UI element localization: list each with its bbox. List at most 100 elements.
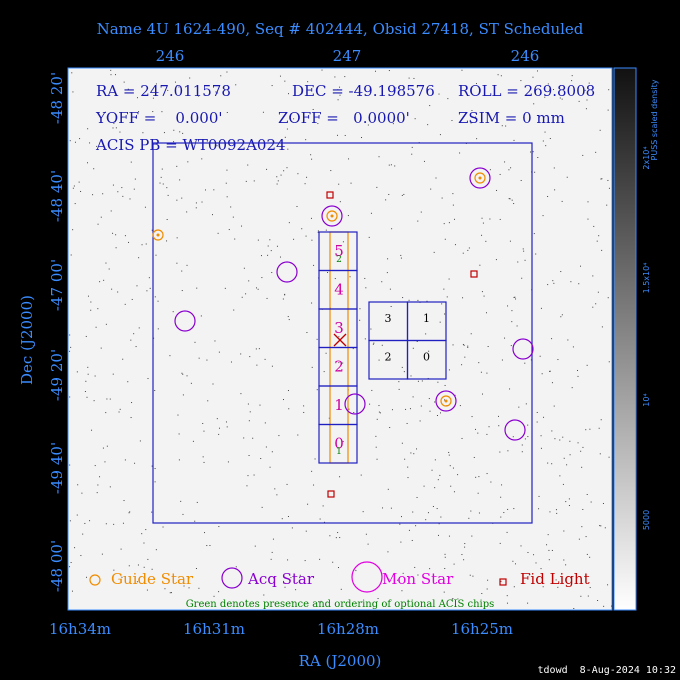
noise-dot (79, 138, 81, 140)
noise-dot (375, 70, 377, 72)
noise-dot (452, 193, 454, 195)
noise-dot (279, 256, 281, 258)
noise-dot (389, 358, 391, 360)
noise-dot (436, 414, 438, 416)
noise-dot (589, 587, 591, 589)
info-yoff: YOFF = 0.000' (95, 109, 223, 127)
noise-dot (560, 316, 562, 318)
noise-dot (274, 488, 276, 490)
noise-dot (70, 254, 72, 256)
noise-dot (233, 309, 235, 311)
noise-dot (317, 231, 319, 233)
noise-dot (503, 512, 505, 514)
noise-dot (452, 598, 454, 600)
noise-dot (87, 295, 89, 297)
acq-star (174, 310, 196, 332)
noise-dot (147, 558, 149, 560)
noise-dot (570, 281, 572, 283)
noise-dot (559, 475, 561, 477)
legend-mon-icon (351, 561, 383, 593)
noise-dot (283, 170, 285, 172)
fid-light (326, 191, 334, 199)
noise-dot (578, 100, 580, 102)
noise-dot (596, 240, 598, 242)
noise-dot (186, 375, 188, 377)
noise-dot (514, 563, 516, 565)
noise-dot (261, 506, 263, 508)
noise-dot (69, 350, 71, 352)
noise-dot (438, 93, 440, 95)
noise-dot (412, 396, 414, 398)
noise-dot (482, 222, 484, 224)
noise-dot (84, 391, 86, 393)
noise-dot (151, 229, 153, 231)
noise-dot (501, 359, 503, 361)
noise-dot (568, 498, 570, 500)
noise-dot (342, 362, 344, 364)
noise-dot (549, 511, 551, 513)
noise-dot (448, 222, 450, 224)
left-tick: -48 20' (48, 72, 66, 124)
noise-dot (288, 408, 290, 410)
noise-dot (459, 152, 461, 154)
noise-dot (182, 513, 184, 515)
noise-dot (159, 182, 161, 184)
noise-dot (448, 369, 450, 371)
noise-dot (93, 168, 95, 170)
noise-dot (247, 164, 249, 166)
noise-dot (306, 332, 308, 334)
noise-dot (400, 257, 402, 259)
noise-dot (412, 511, 414, 513)
noise-dot (284, 294, 286, 296)
noise-dot (141, 244, 143, 246)
noise-dot (87, 366, 89, 368)
noise-dot (600, 419, 602, 421)
guide-star-dot (478, 176, 482, 180)
chip-label: 1 (334, 396, 344, 414)
bottom-tick: 16h28m (317, 620, 379, 638)
noise-dot (271, 551, 273, 553)
noise-dot (152, 111, 154, 113)
noise-dot (530, 359, 532, 361)
noise-dot (337, 567, 339, 569)
noise-dot (267, 254, 269, 256)
noise-dot (243, 267, 245, 269)
colorbar-title: PUSS scaled density (650, 79, 659, 160)
noise-dot (155, 254, 157, 256)
legend-guide: Guide Star (111, 570, 194, 588)
noise-dot (608, 456, 610, 458)
colorbar-label: 1.5x10⁴ (642, 263, 651, 294)
noise-dot (270, 558, 272, 560)
noise-dot (281, 518, 283, 520)
noise-dot (457, 598, 459, 600)
noise-dot (218, 427, 220, 429)
noise-dot (443, 223, 445, 225)
noise-dot (468, 517, 470, 519)
noise-dot (420, 405, 422, 407)
noise-dot (499, 218, 501, 220)
noise-dot (400, 254, 402, 256)
noise-dot (224, 89, 226, 91)
noise-dot (339, 94, 341, 96)
noise-dot (554, 189, 556, 191)
noise-dot (408, 77, 410, 79)
legend-note: Green denotes presence and ordering of o… (186, 599, 495, 610)
noise-dot (110, 210, 112, 212)
noise-dot (425, 333, 427, 335)
noise-dot (82, 533, 84, 535)
noise-dot (402, 297, 404, 299)
noise-dot (310, 154, 312, 156)
noise-dot (361, 137, 363, 139)
noise-dot (123, 500, 125, 502)
noise-dot (211, 214, 213, 216)
noise-dot (155, 549, 157, 551)
noise-dot (507, 305, 509, 307)
noise-dot (580, 450, 582, 452)
noise-dot (249, 356, 251, 358)
noise-dot (536, 70, 538, 72)
noise-dot (129, 198, 131, 200)
noise-dot (127, 381, 129, 383)
noise-dot (249, 411, 251, 413)
noise-dot (417, 574, 419, 576)
noise-dot (401, 442, 403, 444)
